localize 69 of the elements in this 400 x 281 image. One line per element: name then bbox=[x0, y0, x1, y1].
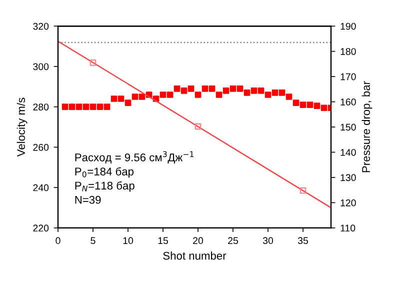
point bbox=[76, 104, 82, 110]
point bbox=[264, 92, 272, 98]
point bbox=[250, 88, 258, 94]
point bbox=[300, 102, 306, 108]
y2-tick-label: 170 bbox=[340, 73, 356, 80]
x-tick-label: 35 bbox=[298, 237, 308, 244]
point bbox=[202, 86, 208, 92]
point bbox=[258, 88, 264, 94]
x-tick-label: 15 bbox=[158, 237, 168, 244]
y-tick-label: 240 bbox=[33, 184, 49, 192]
y2-tick-label: 120 bbox=[340, 199, 356, 206]
y2-tick-label: 130 bbox=[340, 174, 356, 182]
y2-tick-label: 160 bbox=[340, 98, 356, 106]
point bbox=[300, 187, 306, 194]
point bbox=[222, 88, 230, 94]
point bbox=[68, 104, 76, 110]
point bbox=[230, 86, 236, 92]
y-tick-label: 220 bbox=[33, 224, 49, 232]
x-tick-label: 0 bbox=[56, 237, 60, 244]
point bbox=[244, 90, 250, 96]
point bbox=[180, 88, 188, 94]
y2-tick-label: 110 bbox=[340, 224, 356, 232]
point bbox=[188, 86, 194, 92]
point bbox=[90, 60, 96, 66]
point bbox=[236, 86, 244, 92]
point bbox=[174, 86, 180, 92]
y2-tick-label: 180 bbox=[340, 48, 356, 55]
point bbox=[96, 104, 104, 110]
point bbox=[194, 92, 202, 98]
x-tick-label: 30 bbox=[262, 237, 274, 244]
point bbox=[132, 94, 138, 100]
point bbox=[104, 104, 110, 110]
y2-tick-label: 140 bbox=[340, 148, 356, 156]
x-tick-label: 25 bbox=[228, 237, 238, 244]
point bbox=[138, 94, 146, 100]
point bbox=[194, 123, 202, 130]
point bbox=[110, 96, 118, 102]
point bbox=[208, 86, 216, 92]
point bbox=[166, 92, 174, 98]
y-tick-label: 280 bbox=[33, 104, 49, 110]
annotation: P$_{0}$=184 бар bbox=[75, 167, 134, 178]
annotation: Расход = 9.56 см$^{3}$Дж$^{−1}$ bbox=[75, 151, 194, 164]
x-tick-label: 20 bbox=[193, 237, 204, 244]
point bbox=[292, 100, 300, 106]
y2-axis-title: Pressure drop, bar bbox=[362, 81, 372, 172]
point bbox=[286, 94, 292, 100]
point bbox=[306, 102, 314, 108]
point bbox=[216, 92, 222, 98]
point bbox=[320, 104, 328, 111]
point bbox=[160, 92, 166, 98]
y2-tick-label: 190 bbox=[340, 22, 356, 30]
x-axis-title: Shot number bbox=[163, 252, 226, 260]
point bbox=[272, 90, 278, 96]
y-tick-label: 320 bbox=[33, 22, 49, 30]
point bbox=[82, 104, 90, 110]
point bbox=[314, 102, 320, 109]
y2-tick-label: 150 bbox=[340, 124, 356, 131]
point bbox=[118, 96, 124, 102]
y-tick-label: 260 bbox=[33, 144, 49, 151]
point bbox=[124, 100, 132, 106]
y-axis-title: Velocity m/s bbox=[16, 98, 28, 157]
point bbox=[62, 104, 68, 110]
annotation: P$_{N}$=118 бар bbox=[75, 181, 134, 192]
annotation: N=39 bbox=[75, 196, 101, 204]
point bbox=[278, 90, 286, 96]
x-tick-label: 10 bbox=[123, 237, 134, 244]
x-tick-label: 5 bbox=[90, 237, 96, 244]
point bbox=[90, 104, 96, 110]
y-tick-label: 300 bbox=[33, 63, 49, 70]
